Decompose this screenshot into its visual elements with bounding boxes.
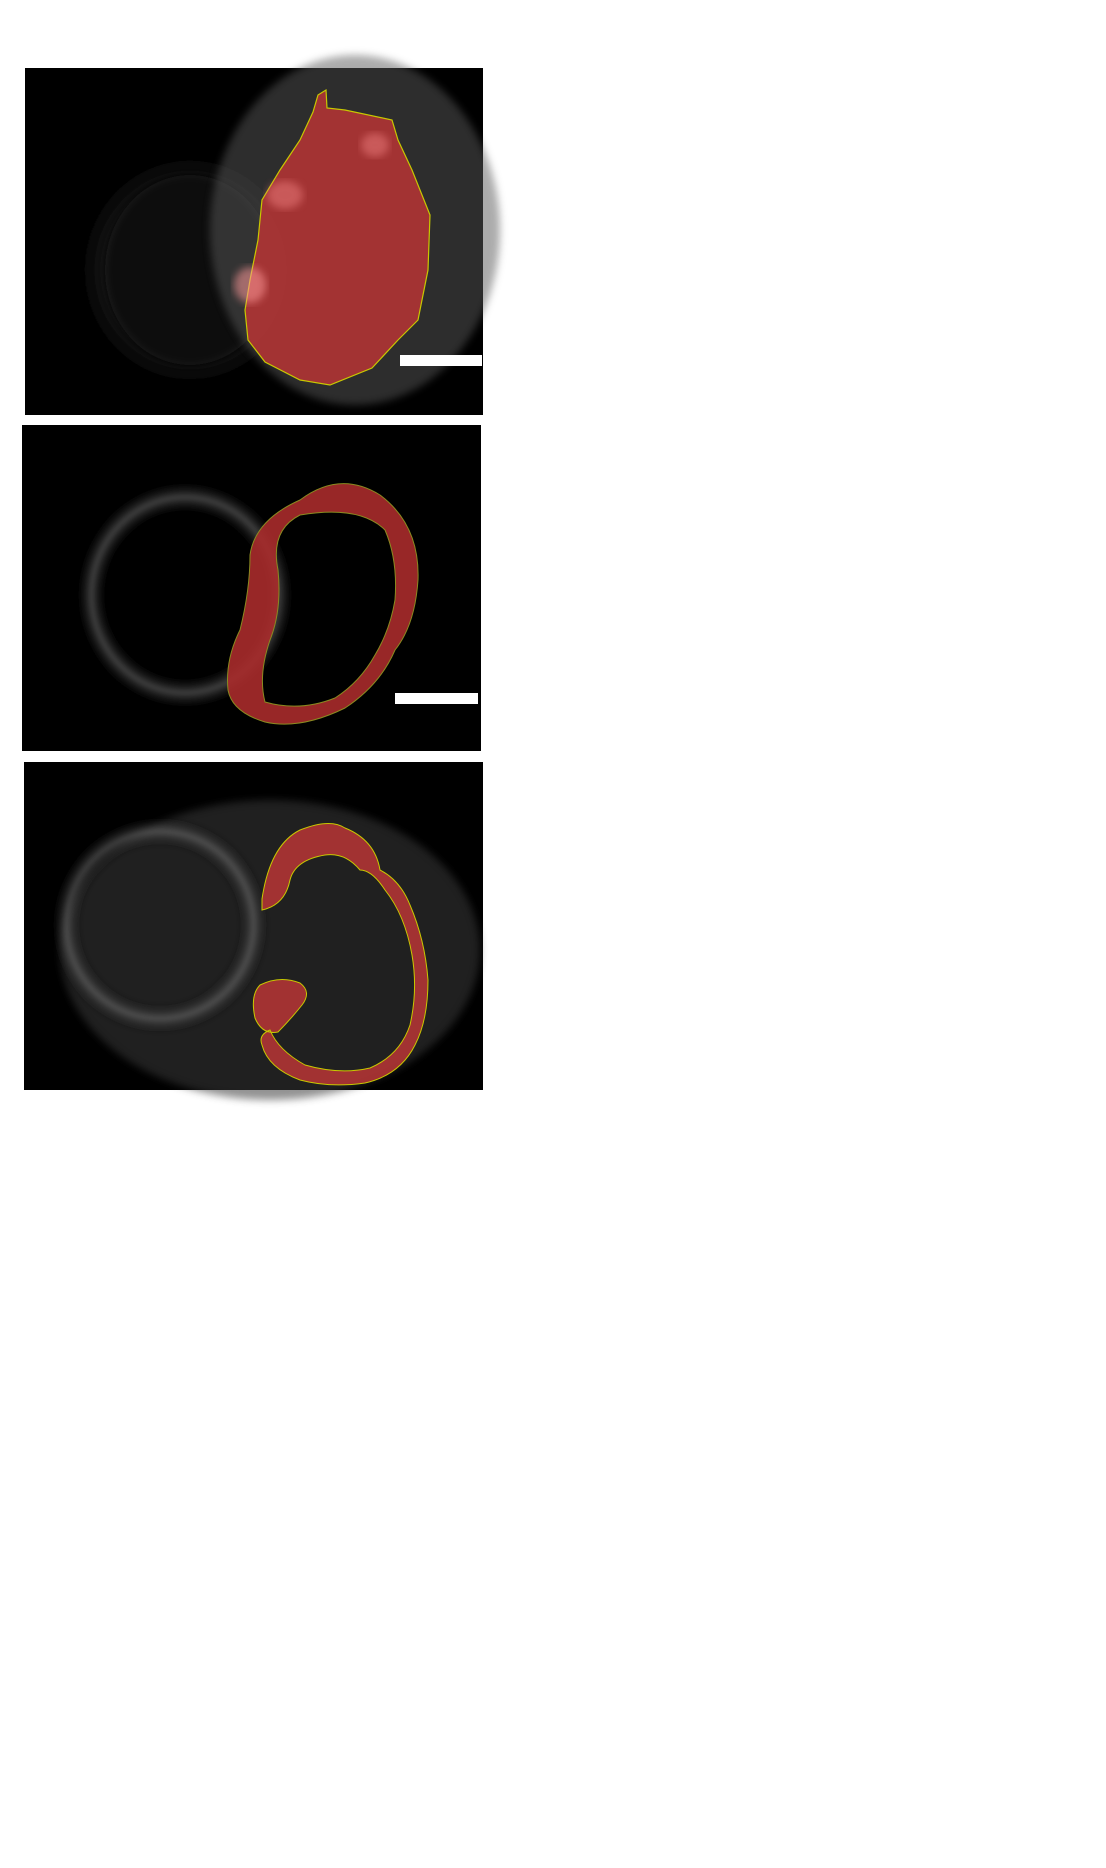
microscopy-image-with-pip [22,425,481,751]
microscopy-image-spim [24,762,483,1100]
scale-bar [395,693,478,704]
muscle-region-overlay [227,483,419,725]
heart-region-overlay [244,88,431,386]
scale-bar [400,355,482,366]
microscopy-image-inverted [25,55,500,415]
muscle-region-overlay [252,823,429,1086]
